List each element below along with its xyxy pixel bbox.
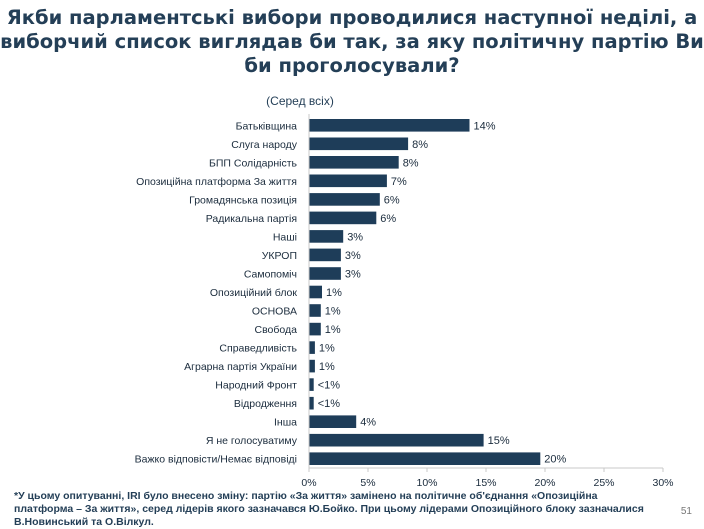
chart-title: Якби парламентські вибори проводилися на… [0,6,704,77]
category-label: Слуга народу [231,139,298,151]
bar [309,248,341,262]
value-label: 6% [384,194,400,206]
bar [309,174,387,188]
x-tick-label: 10% [416,477,437,489]
value-label: 3% [347,231,363,243]
bar-chart: Батьківщина 14% Слуга народу 8% БПП Солідарн… [135,114,674,489]
x-tick-label: 0% [301,477,316,489]
bar [309,396,314,410]
category-label: Батьківщина [236,120,298,132]
value-label: 3% [345,269,361,281]
x-tick-label: 15% [475,477,496,489]
category-label: БПП Солідарність [209,157,298,169]
value-label: 6% [380,213,396,225]
value-label: 4% [360,417,376,429]
bar [309,415,357,428]
category-label: Громадянська позиція [189,194,297,206]
value-label: <1% [318,380,341,392]
value-label: 1% [326,287,342,299]
category-label: Радикальна партія [206,213,297,225]
bar [309,119,470,132]
value-label: <1% [318,398,341,410]
bar [309,341,315,354]
value-label: 1% [325,306,341,318]
bar [309,433,484,447]
bar [309,193,380,206]
bar [309,267,341,280]
footnote: *У цьому опитуванні, IRI було внесено зм… [14,490,644,528]
category-label: Аграрна партія України [184,361,297,373]
category-label: Я не голосуватиму [206,435,298,447]
value-label: 1% [325,324,341,336]
category-label: Наші [273,231,297,243]
category-label: Важко відповісти/Немає відповіді [135,454,297,466]
bar [309,285,322,299]
value-label: 8% [412,139,428,151]
chart-subtitle: (Серед всіх) [266,94,334,108]
category-label: Інша [274,417,297,429]
value-label: 3% [345,250,361,262]
x-tick-label: 20% [534,477,555,489]
category-label: УКРОП [262,250,297,262]
bar [309,322,321,336]
value-label: 8% [403,157,419,169]
x-tick-label: 25% [593,477,614,489]
category-label: Відродження [234,398,297,410]
bar [309,230,344,243]
page-number: 51 [680,506,692,517]
value-label: 15% [488,435,510,447]
value-label: 7% [391,176,407,188]
x-tick-label: 30% [652,477,673,489]
bar [309,452,541,465]
category-label: Самопоміч [244,269,297,281]
category-label: Справедливість [219,343,297,355]
category-label: Опозиційна платформа За життя [136,176,297,188]
bar [309,378,314,391]
bar [309,156,399,169]
category-label: Опозиційний блок [210,287,298,299]
value-label: 1% [319,343,335,355]
bar [309,304,321,317]
x-tick-label: 5% [360,477,375,489]
category-label: ОСНОВА [252,306,297,318]
bar [309,137,409,151]
category-label: Свобода [255,324,298,336]
value-label: 1% [319,361,335,373]
value-label: 20% [544,454,566,466]
bar [309,211,377,225]
category-label: Народний Фронт [215,380,297,392]
value-label: 14% [474,120,496,132]
bar [309,359,315,373]
